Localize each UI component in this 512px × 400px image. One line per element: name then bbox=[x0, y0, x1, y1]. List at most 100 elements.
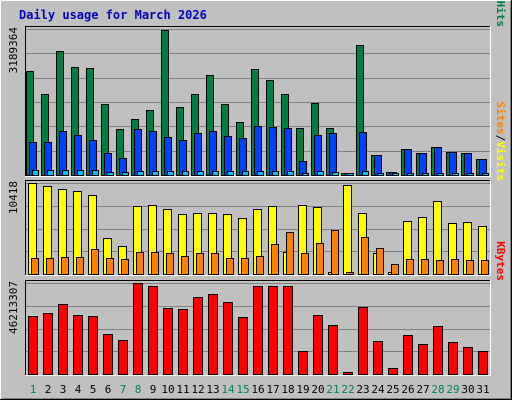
bar-files-day-24 bbox=[374, 155, 382, 176]
bar-sites-day-12 bbox=[196, 253, 204, 275]
bar-kbytes-day-2 bbox=[43, 313, 53, 375]
bar-kbytes-day-16 bbox=[253, 286, 263, 375]
day-label: 25 bbox=[386, 383, 399, 396]
bar-kbytes-day-13 bbox=[208, 294, 218, 375]
bar-files-day-18 bbox=[284, 128, 292, 176]
day-label: 13 bbox=[206, 383, 219, 396]
day-label: 24 bbox=[371, 383, 385, 396]
day-label: 26 bbox=[401, 383, 414, 396]
day-label: 21 bbox=[326, 383, 339, 396]
bar-sites-day-24 bbox=[376, 248, 384, 275]
bar-sites-day-31 bbox=[481, 260, 489, 275]
bar-visits-day-22 bbox=[343, 185, 352, 275]
day-label: 8 bbox=[135, 383, 142, 396]
day-label: 12 bbox=[191, 383, 204, 396]
bar-kbytes-day-25 bbox=[388, 368, 398, 375]
legend-hits: Pages/Files/Hits bbox=[494, 0, 507, 27]
bar-sites-day-13 bbox=[211, 253, 219, 275]
bar-files-day-21 bbox=[329, 133, 337, 176]
day-label: 23 bbox=[356, 383, 369, 396]
day-label: 1 bbox=[30, 383, 37, 396]
bar-sites-day-27 bbox=[421, 259, 429, 275]
bar-sites-day-10 bbox=[166, 253, 174, 275]
bar-pages-day-1 bbox=[32, 170, 39, 176]
bar-kbytes-day-8 bbox=[133, 283, 143, 375]
bar-sites-day-19 bbox=[301, 253, 309, 275]
bar-files-day-29 bbox=[449, 152, 457, 176]
legend-item: / bbox=[494, 135, 507, 142]
bar-sites-day-2 bbox=[46, 258, 54, 275]
bar-pages-day-18 bbox=[287, 171, 294, 176]
bar-files-day-14 bbox=[224, 136, 232, 176]
day-label: 6 bbox=[105, 383, 112, 396]
bar-kbytes-day-29 bbox=[448, 342, 458, 375]
day-label: 16 bbox=[251, 383, 264, 396]
bar-files-day-16 bbox=[254, 126, 262, 176]
bar-pages-day-28 bbox=[437, 173, 444, 176]
bar-kbytes-day-24 bbox=[373, 341, 383, 375]
bar-sites-day-3 bbox=[61, 257, 69, 275]
bar-sites-day-15 bbox=[241, 258, 249, 275]
ymax-label-kbytes: 46213307 bbox=[7, 281, 20, 334]
bar-kbytes-day-4 bbox=[73, 315, 83, 375]
ymax-label-visits: 10418 bbox=[7, 181, 20, 214]
bar-pages-day-14 bbox=[227, 171, 234, 176]
bar-pages-day-16 bbox=[257, 171, 264, 176]
panel-hits: 3189364 Pages/Files/Hits bbox=[7, 0, 507, 177]
day-label: 19 bbox=[296, 383, 309, 396]
day-label: 31 bbox=[476, 383, 489, 396]
bar-pages-day-12 bbox=[197, 171, 204, 176]
bar-files-day-17 bbox=[269, 127, 277, 176]
legend-item: / bbox=[494, 0, 507, 1]
day-label: 11 bbox=[176, 383, 189, 396]
bar-pages-day-2 bbox=[47, 170, 54, 176]
bar-pages-day-25 bbox=[392, 173, 399, 176]
legend-visits: Sites/Visits bbox=[494, 102, 507, 182]
bar-kbytes-day-7 bbox=[118, 340, 128, 375]
bar-pages-day-23 bbox=[362, 171, 369, 176]
legend-item: Visits bbox=[494, 141, 507, 181]
ymax-label-hits: 3189364 bbox=[7, 27, 20, 74]
bar-kbytes-day-17 bbox=[268, 286, 278, 375]
day-label: 15 bbox=[236, 383, 249, 396]
bar-kbytes-day-22 bbox=[343, 372, 353, 375]
bar-pages-day-20 bbox=[317, 171, 324, 176]
bar-kbytes-day-15 bbox=[238, 317, 248, 375]
bar-kbytes-day-9 bbox=[148, 286, 158, 375]
bar-pages-day-8 bbox=[137, 171, 144, 176]
bar-files-day-15 bbox=[239, 138, 247, 176]
legend-kbytes: KBytes bbox=[494, 241, 507, 281]
bar-files-day-26 bbox=[404, 149, 412, 176]
day-label: 9 bbox=[150, 383, 157, 396]
bar-files-day-9 bbox=[149, 131, 157, 176]
bar-pages-day-27 bbox=[422, 173, 429, 176]
bar-kbytes-day-19 bbox=[298, 351, 308, 375]
bar-sites-day-8 bbox=[136, 252, 144, 275]
bar-pages-day-22 bbox=[347, 173, 354, 176]
bar-pages-day-15 bbox=[242, 171, 249, 176]
day-label: 14 bbox=[221, 383, 235, 396]
bar-kbytes-day-20 bbox=[313, 315, 323, 375]
bar-pages-day-26 bbox=[407, 173, 414, 176]
bar-kbytes-day-30 bbox=[463, 347, 473, 375]
bar-sites-day-25 bbox=[391, 264, 399, 275]
bar-pages-day-5 bbox=[92, 170, 99, 176]
bar-kbytes-day-6 bbox=[103, 334, 113, 375]
chart-panels: 3189364 Pages/Files/Hits 10418 Sites/Visits… bbox=[7, 0, 507, 376]
bar-sites-day-6 bbox=[106, 258, 114, 275]
panel-kbytes: 46213307 KBytes bbox=[7, 241, 507, 376]
day-label: 30 bbox=[461, 383, 474, 396]
bar-pages-day-10 bbox=[167, 171, 174, 176]
bar-kbytes-day-21 bbox=[328, 325, 338, 375]
bar-pages-day-4 bbox=[77, 170, 84, 176]
day-label: 4 bbox=[75, 383, 82, 396]
day-axis-labels: 1 2 3 4 5 6 7 8 9 10 11 12 13 14 15 16 17 18 19 20 21 22 23 24 2… bbox=[30, 383, 490, 396]
bar-sites-day-22 bbox=[346, 272, 354, 275]
bar-sites-day-18 bbox=[286, 232, 294, 275]
bar-pages-day-13 bbox=[212, 171, 219, 176]
day-label: 7 bbox=[120, 383, 127, 396]
bar-sites-day-30 bbox=[466, 260, 474, 275]
bar-kbytes-day-14 bbox=[223, 302, 233, 375]
bar-files-day-8 bbox=[134, 129, 142, 176]
